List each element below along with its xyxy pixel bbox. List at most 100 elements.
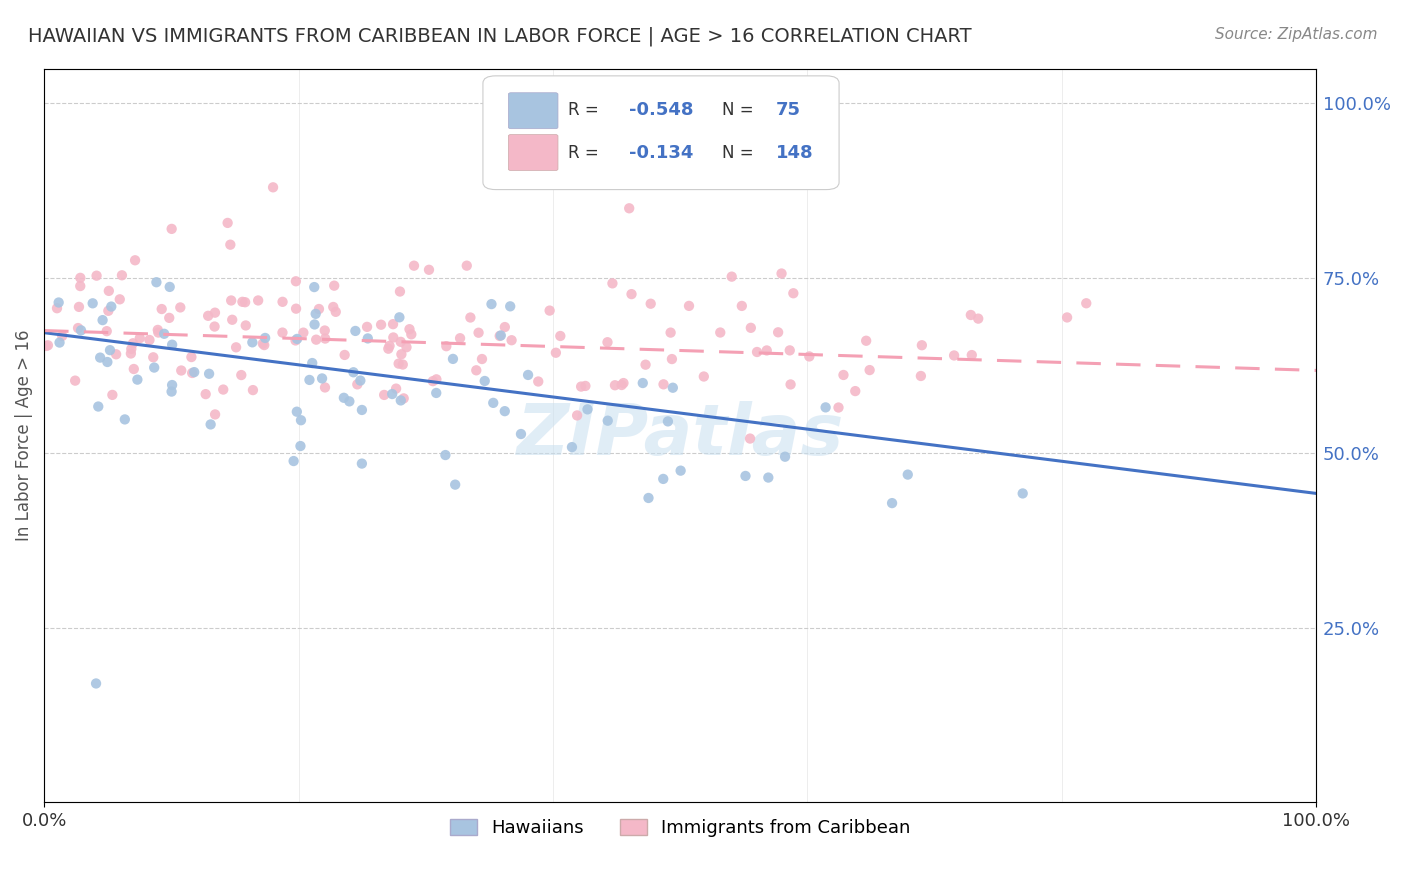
FancyBboxPatch shape	[509, 135, 558, 170]
Point	[333, 391, 356, 405]
Point	[619, 201, 641, 215]
Point	[814, 401, 837, 415]
Point	[1056, 310, 1078, 325]
Point	[943, 349, 966, 363]
Point	[153, 326, 176, 341]
Point	[709, 326, 731, 340]
Point	[494, 404, 516, 418]
Point	[425, 386, 447, 401]
Point	[474, 374, 496, 388]
Point	[434, 339, 457, 353]
Point	[122, 362, 145, 376]
Point	[51, 329, 73, 343]
Point	[143, 360, 166, 375]
Point	[314, 332, 336, 346]
Point	[145, 275, 167, 289]
Point	[285, 301, 308, 316]
Point	[148, 326, 170, 340]
Point	[253, 338, 276, 352]
Point	[98, 343, 121, 358]
Point	[301, 356, 323, 370]
Point	[388, 357, 411, 371]
Point	[105, 347, 128, 361]
Point	[225, 340, 247, 354]
Point	[70, 323, 93, 337]
Point	[402, 259, 425, 273]
Point	[1076, 296, 1098, 310]
Text: Source: ZipAtlas.com: Source: ZipAtlas.com	[1215, 27, 1378, 42]
Point	[422, 374, 444, 388]
Point	[82, 296, 104, 310]
Point	[183, 365, 205, 379]
Point	[96, 355, 118, 369]
Point	[67, 300, 90, 314]
Point	[290, 413, 312, 427]
Point	[444, 477, 467, 491]
Point	[527, 375, 550, 389]
Point	[388, 285, 411, 299]
Point	[434, 448, 457, 462]
Point	[770, 267, 793, 281]
Point	[169, 301, 191, 315]
Point	[96, 324, 118, 338]
Point	[111, 268, 134, 283]
Point	[734, 469, 756, 483]
Point	[799, 350, 821, 364]
Point	[657, 414, 679, 428]
Point	[101, 388, 124, 402]
Point	[160, 222, 183, 236]
Point	[160, 378, 183, 392]
Text: N =: N =	[723, 144, 754, 162]
Point	[194, 387, 217, 401]
Point	[610, 378, 633, 392]
Point	[283, 454, 305, 468]
Point	[304, 318, 326, 332]
Point	[146, 323, 169, 337]
Text: ZIPatlas: ZIPatlas	[516, 401, 844, 470]
Point	[204, 408, 226, 422]
Point	[827, 401, 849, 415]
Text: -0.548: -0.548	[630, 102, 693, 120]
Text: R =: R =	[568, 144, 605, 162]
Point	[204, 319, 226, 334]
Point	[170, 363, 193, 377]
Point	[89, 351, 111, 365]
Point	[357, 331, 380, 345]
Point	[284, 334, 307, 348]
Point	[285, 405, 308, 419]
Point	[731, 299, 754, 313]
Point	[659, 326, 682, 340]
Point	[124, 253, 146, 268]
Point	[337, 394, 360, 409]
Point	[385, 382, 408, 396]
Point	[499, 299, 522, 313]
Point	[494, 320, 516, 334]
Point	[342, 365, 364, 379]
Point	[284, 274, 307, 288]
Point	[120, 342, 142, 356]
Point	[574, 379, 596, 393]
Point	[652, 377, 675, 392]
Point	[298, 373, 321, 387]
Point	[755, 343, 778, 358]
Point	[652, 472, 675, 486]
Point	[569, 379, 592, 393]
Point	[120, 346, 142, 360]
Point	[481, 297, 503, 311]
Point	[127, 373, 149, 387]
Point	[292, 326, 315, 340]
Point	[35, 339, 58, 353]
Point	[620, 287, 643, 301]
Point	[219, 293, 242, 308]
Point	[603, 378, 626, 392]
Point	[418, 262, 440, 277]
Point	[48, 335, 70, 350]
Point	[108, 293, 131, 307]
Point	[640, 297, 662, 311]
Point	[233, 295, 256, 310]
Point	[596, 414, 619, 428]
Point	[311, 371, 333, 385]
Point	[596, 335, 619, 350]
Point	[766, 326, 789, 340]
Legend: Hawaiians, Immigrants from Caribbean: Hawaiians, Immigrants from Caribbean	[443, 812, 918, 845]
